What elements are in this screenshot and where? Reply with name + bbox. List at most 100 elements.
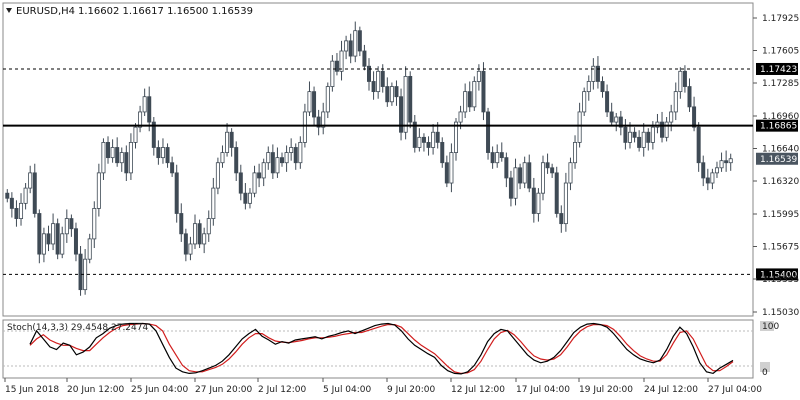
horizontal-levels[interactable]: 1.17423 1.16865 1.15400 1.16539: [3, 62, 798, 281]
candle-body: [600, 81, 605, 93]
candle-body: [692, 106, 697, 128]
candle-body: [220, 152, 225, 164]
candle-body: [362, 50, 367, 67]
candle-body: [229, 131, 234, 148]
candle-body: [298, 142, 303, 164]
candle-body: [582, 91, 587, 113]
time-tick-label: 25 Jun 04:00: [131, 385, 188, 395]
candle-body: [376, 70, 381, 93]
candle-body: [119, 152, 124, 164]
candle-body: [69, 218, 74, 230]
candle-body: [312, 91, 317, 118]
candle-body: [225, 131, 230, 153]
price-tick-label: 1.16640: [762, 144, 799, 154]
candle-body: [238, 172, 243, 194]
candle-body: [412, 121, 417, 148]
candle-body: [627, 131, 632, 143]
candle-body: [545, 162, 550, 169]
candle-body: [518, 167, 523, 184]
candle-body: [714, 167, 719, 174]
candle-body: [151, 121, 156, 148]
candle-body: [28, 172, 33, 189]
candle-body: [234, 147, 239, 174]
candle-body: [257, 172, 262, 179]
candle-body: [170, 162, 175, 174]
candle-body: [421, 136, 426, 143]
time-tick-label: 9 Jul 20:00: [387, 385, 436, 395]
candle-body: [252, 172, 257, 194]
candle-body: [133, 126, 138, 143]
candle-body: [202, 233, 207, 245]
candle-body: [486, 111, 491, 153]
candle-body: [495, 152, 500, 164]
time-tick-label: 20 Jun 12:00: [67, 385, 124, 395]
candle-body: [664, 121, 669, 138]
candle-body: [696, 126, 701, 164]
candle-body: [458, 111, 463, 123]
candle-body: [527, 162, 532, 189]
candle-body: [660, 121, 665, 138]
candle-body: [550, 167, 555, 174]
candle-body: [266, 152, 271, 164]
candle-body: [540, 162, 545, 194]
stoch-scale-bottom: 0: [762, 368, 768, 378]
price-tick-label: 1.16960: [762, 112, 799, 122]
candle-body: [568, 162, 573, 184]
candle-body: [101, 142, 106, 174]
candle-body: [431, 131, 436, 148]
candle-body: [19, 202, 24, 219]
triangle-down-icon[interactable]: [6, 8, 12, 13]
candle-body: [504, 157, 509, 179]
time-tick-label: 17 Jul 04:00: [516, 385, 570, 395]
chart-header: EURUSD,H4 1.16602 1.16617 1.16500 1.1653…: [6, 6, 253, 17]
candle-body: [302, 111, 307, 143]
candle-body: [270, 152, 275, 174]
price-axis: 1.17925 1.17605 1.17285 1.16960 1.16640 1.163…: [753, 14, 799, 318]
time-tick-label: 24 Jul 12:00: [644, 385, 698, 395]
stoch-scale-bottom-box: [760, 362, 770, 372]
candle-body: [165, 147, 170, 164]
candle-body: [243, 192, 248, 204]
candle-body: [463, 91, 468, 113]
price-tick-label: 1.17605: [762, 46, 799, 56]
price-tick-label: 1.17285: [762, 79, 799, 89]
candle-body: [522, 162, 527, 184]
candle-body: [559, 213, 564, 225]
candle-body: [92, 208, 97, 240]
candle-body: [344, 40, 349, 52]
candle-body: [408, 75, 413, 123]
candle-body: [632, 131, 637, 138]
candle-body: [577, 111, 582, 143]
candle-body: [650, 126, 655, 143]
candle-body: [472, 81, 477, 108]
candle-body: [371, 81, 376, 93]
candle-body: [289, 147, 294, 153]
candle-body: [637, 136, 642, 148]
candle-body: [211, 187, 216, 219]
candle-body: [160, 147, 165, 159]
candle-body: [284, 152, 289, 164]
candle-body: [705, 177, 710, 184]
candle-body: [193, 223, 198, 245]
candle-body: [138, 111, 143, 128]
stoch-main-line: [29, 322, 734, 375]
stoch-scale-top-box: [760, 321, 774, 331]
candle-body: [174, 172, 179, 214]
candle-body: [142, 96, 147, 113]
current-price-label: 1.16539: [760, 155, 797, 165]
candle-body: [682, 70, 687, 87]
candle-body: [646, 131, 651, 143]
candle-body: [206, 218, 211, 235]
candle-body: [83, 258, 88, 291]
candle-body: [14, 208, 19, 219]
stochastic-lines: [29, 322, 734, 375]
candle-body: [453, 121, 458, 153]
candle-body: [261, 162, 266, 179]
candle-body: [595, 65, 600, 82]
candle-body: [389, 86, 394, 103]
candle-body: [687, 86, 692, 108]
candle-body: [32, 172, 37, 214]
candle-body: [563, 182, 568, 225]
candle-body: [605, 91, 610, 113]
